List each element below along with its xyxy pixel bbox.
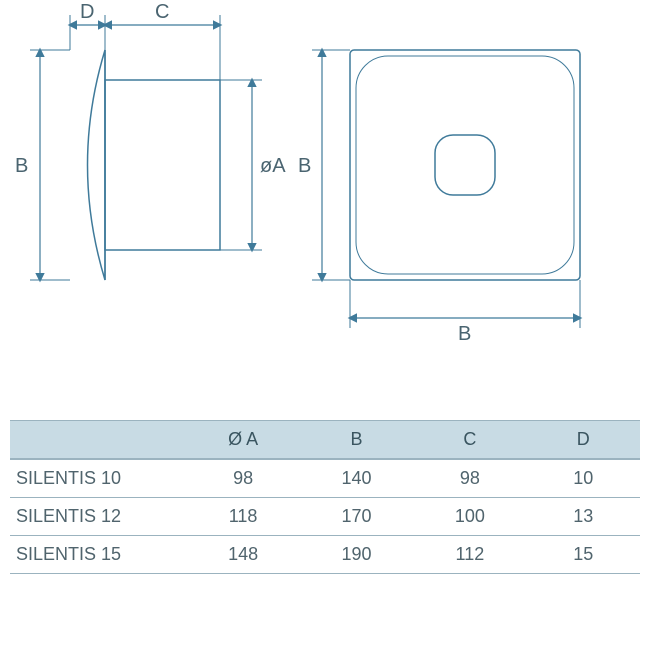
cell: 140 bbox=[300, 459, 413, 498]
cell: 10 bbox=[527, 459, 640, 498]
table-row: SILENTIS 10 98 140 98 10 bbox=[10, 459, 640, 498]
col-d: D bbox=[527, 421, 640, 460]
dimension-table: Ø A B C D SILENTIS 10 98 140 98 10 SILEN… bbox=[10, 420, 640, 574]
cell: 15 bbox=[527, 536, 640, 574]
label-d: D bbox=[80, 1, 94, 23]
table-row: SILENTIS 12 118 170 100 13 bbox=[10, 498, 640, 536]
label-a: øA bbox=[260, 155, 286, 177]
cell: 190 bbox=[300, 536, 413, 574]
col-blank bbox=[10, 421, 186, 460]
table-header-row: Ø A B C D bbox=[10, 421, 640, 460]
cell: 13 bbox=[527, 498, 640, 536]
cell: 112 bbox=[413, 536, 526, 574]
cell: 148 bbox=[186, 536, 299, 574]
cell: 98 bbox=[186, 459, 299, 498]
technical-diagram: D C B øA B B bbox=[0, 0, 650, 380]
cell: 98 bbox=[413, 459, 526, 498]
col-c: C bbox=[413, 421, 526, 460]
model-name: SILENTIS 12 bbox=[10, 498, 186, 536]
col-a: Ø A bbox=[186, 421, 299, 460]
cell: 118 bbox=[186, 498, 299, 536]
cell: 100 bbox=[413, 498, 526, 536]
col-b: B bbox=[300, 421, 413, 460]
label-b-front-bottom: B bbox=[458, 323, 471, 345]
diagram-svg: D C B øA B B bbox=[0, 0, 650, 380]
label-b-side: B bbox=[15, 155, 28, 177]
model-name: SILENTIS 15 bbox=[10, 536, 186, 574]
model-name: SILENTIS 10 bbox=[10, 459, 186, 498]
label-c: C bbox=[155, 1, 169, 23]
label-b-front-left: B bbox=[298, 155, 311, 177]
table-row: SILENTIS 15 148 190 112 15 bbox=[10, 536, 640, 574]
cell: 170 bbox=[300, 498, 413, 536]
